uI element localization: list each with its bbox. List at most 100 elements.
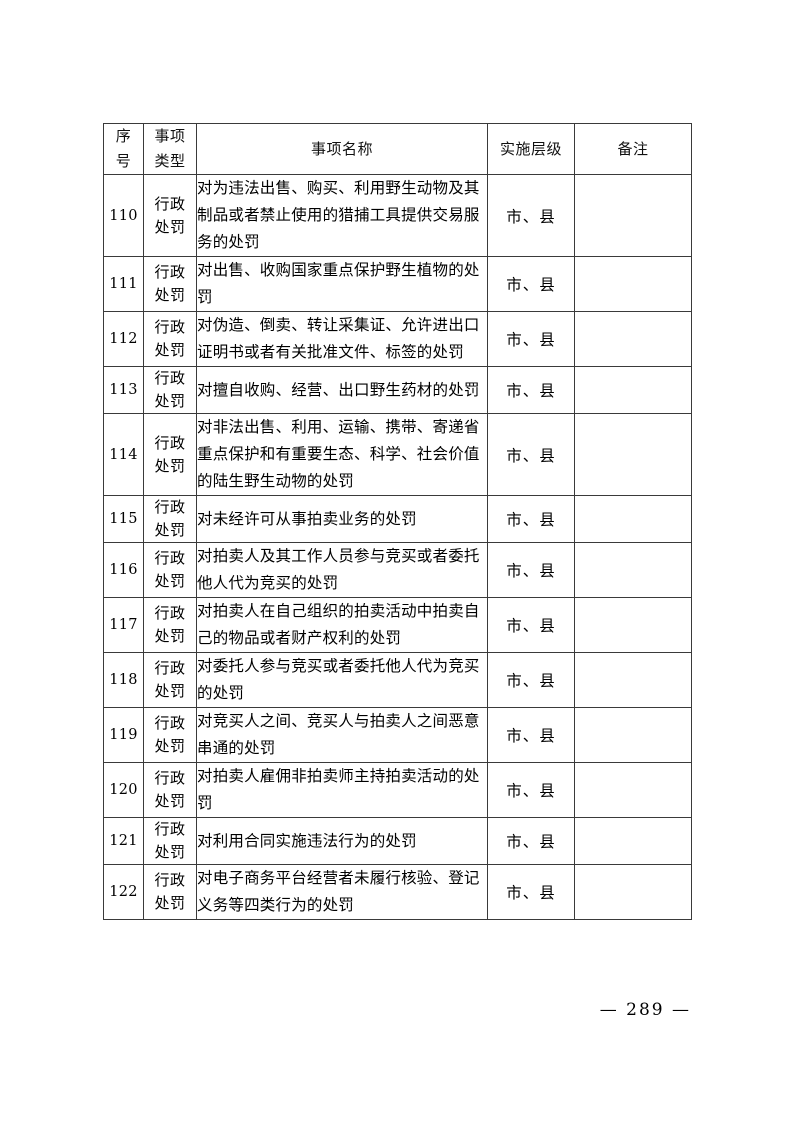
cell-sequence-number: 114 — [103, 413, 144, 496]
cell-sequence-number: 111 — [103, 256, 144, 312]
cell-item-type-line-1: 行政 — [154, 820, 186, 838]
table-row: 117 行政 处罚 对拍卖人在自己组织的拍卖活动中拍卖自己的物品或者财产权利的处罚 市、… — [103, 597, 692, 653]
cell-sequence-number: 118 — [103, 652, 144, 708]
cell-item-type-line-1: 行政 — [154, 194, 186, 213]
cell-implementation-level: 市、县 — [487, 366, 575, 414]
cell-item-name: 对电子商务平台经营者未履行核验、登记义务等四类行为的处罚 — [196, 864, 488, 920]
table-row: 122 行政 处罚 对电子商务平台经营者未履行核验、登记义务等四类行为的处罚 市、县 — [103, 864, 692, 920]
cell-item-type-line-2: 处罚 — [154, 286, 186, 304]
cell-sequence-number: 122 — [103, 864, 144, 920]
column-header-name: 事项名称 — [196, 123, 488, 175]
cell-item-type: 行政 处罚 — [143, 597, 197, 653]
cell-sequence-number: 117 — [103, 597, 144, 653]
cell-item-name: 对拍卖人在自己组织的拍卖活动中拍卖自己的物品或者财产权利的处罚 — [196, 597, 488, 653]
column-header-seq: 序 号 — [103, 123, 144, 175]
cell-item-type-line-2: 处罚 — [154, 456, 186, 475]
cell-item-type-line-2: 处罚 — [154, 217, 186, 236]
cell-item-type-line-2: 处罚 — [154, 627, 186, 645]
cell-remark — [574, 707, 692, 763]
cell-implementation-level: 市、县 — [487, 597, 575, 653]
cell-implementation-level: 市、县 — [487, 707, 575, 763]
column-header-type: 事项 类型 — [143, 123, 197, 175]
cell-item-name: 对利用合同实施违法行为的处罚 — [196, 817, 488, 865]
column-header-seq-line-1: 序 — [115, 127, 132, 145]
table-header-row: 序 号 事项 类型 事项名称 实施层级 备注 — [103, 123, 692, 175]
table-row: 121 行政 处罚 对利用合同实施违法行为的处罚 市、县 — [103, 817, 692, 865]
cell-sequence-number: 120 — [103, 762, 144, 818]
table-row: 113 行政 处罚 对擅自收购、经营、出口野生药材的处罚 市、县 — [103, 366, 692, 414]
table-row: 112 行政 处罚 对伪造、倒卖、转让采集证、允许进出口证明书或者有关批准文件、标签的… — [103, 311, 692, 367]
cell-item-type: 行政 处罚 — [143, 174, 197, 257]
cell-item-name: 对委托人参与竞买或者委托他人代为竞买的处罚 — [196, 652, 488, 708]
cell-remark — [574, 817, 692, 865]
table-row: 116 行政 处罚 对拍卖人及其工作人员参与竞买或者委托他人代为竞买的处罚 市、县 — [103, 542, 692, 598]
cell-item-type: 行政 处罚 — [143, 652, 197, 708]
cell-item-name: 对未经许可从事拍卖业务的处罚 — [196, 495, 488, 543]
cell-item-type-line-2: 处罚 — [154, 341, 186, 359]
cell-remark — [574, 256, 692, 312]
administrative-penalty-catalog-table: 序 号 事项 类型 事项名称 实施层级 备注 110 行政 处罚 对为违法出售、购买、… — [103, 123, 692, 920]
cell-implementation-level: 市、县 — [487, 256, 575, 312]
cell-sequence-number: 112 — [103, 311, 144, 367]
cell-implementation-level: 市、县 — [487, 413, 575, 496]
cell-implementation-level: 市、县 — [487, 864, 575, 920]
cell-item-name: 对伪造、倒卖、转让采集证、允许进出口证明书或者有关批准文件、标签的处罚 — [196, 311, 488, 367]
cell-implementation-level: 市、县 — [487, 174, 575, 257]
cell-remark — [574, 542, 692, 598]
table-row: 120 行政 处罚 对拍卖人雇佣非拍卖师主持拍卖活动的处罚 市、县 — [103, 762, 692, 818]
column-header-type-line-2: 类型 — [154, 152, 186, 170]
cell-remark — [574, 366, 692, 414]
cell-item-type-line-2: 处罚 — [154, 737, 186, 755]
cell-item-name: 对出售、收购国家重点保护野生植物的处罚 — [196, 256, 488, 312]
cell-item-type: 行政 处罚 — [143, 311, 197, 367]
cell-sequence-number: 115 — [103, 495, 144, 543]
cell-item-name: 对拍卖人雇佣非拍卖师主持拍卖活动的处罚 — [196, 762, 488, 818]
page-number: — 289 — — [599, 1000, 691, 1020]
cell-implementation-level: 市、县 — [487, 762, 575, 818]
cell-item-type: 行政 处罚 — [143, 366, 197, 414]
cell-implementation-level: 市、县 — [487, 495, 575, 543]
cell-sequence-number: 121 — [103, 817, 144, 865]
column-header-remark: 备注 — [574, 123, 692, 175]
cell-item-type-line-1: 行政 — [154, 318, 186, 336]
cell-item-type-line-2: 处罚 — [154, 894, 186, 912]
cell-remark — [574, 597, 692, 653]
table-body: 110 行政 处罚 对为违法出售、购买、利用野生动物及其制品或者禁止使用的猎捕工具提供… — [103, 174, 692, 920]
cell-item-type-line-1: 行政 — [154, 769, 186, 787]
cell-item-type-line-2: 处罚 — [154, 572, 186, 590]
table-row: 115 行政 处罚 对未经许可从事拍卖业务的处罚 市、县 — [103, 495, 692, 543]
cell-item-name: 对竞买人之间、竞买人与拍卖人之间恶意串通的处罚 — [196, 707, 488, 763]
cell-remark — [574, 311, 692, 367]
cell-implementation-level: 市、县 — [487, 542, 575, 598]
table-row: 119 行政处罚 对竞买人之间、竞买人与拍卖人之间恶意串通的处罚 市、县 — [103, 707, 692, 763]
cell-remark — [574, 413, 692, 496]
cell-item-type-line-1: 行政 — [154, 604, 186, 622]
table-header: 序 号 事项 类型 事项名称 实施层级 备注 — [103, 123, 692, 175]
cell-item-type-line-1: 行政 — [154, 263, 186, 281]
column-header-level: 实施层级 — [487, 123, 575, 175]
cell-item-type: 行政 处罚 — [143, 864, 197, 920]
column-header-type-line-1: 事项 — [154, 127, 186, 145]
cell-item-type-line-2: 处罚 — [154, 682, 186, 700]
page-footer: — 289 — — [0, 1000, 691, 1020]
cell-item-name: 对拍卖人及其工作人员参与竞买或者委托他人代为竞买的处罚 — [196, 542, 488, 598]
cell-item-type: 行政 处罚 — [143, 256, 197, 312]
cell-item-type: 行政 处罚 — [143, 413, 197, 496]
cell-sequence-number: 116 — [103, 542, 144, 598]
cell-remark — [574, 864, 692, 920]
cell-item-type-line-1: 行政 — [154, 549, 186, 567]
cell-item-type: 行政 处罚 — [143, 495, 197, 543]
cell-sequence-number: 119 — [103, 707, 144, 763]
table-row: 114 行政 处罚 对非法出售、利用、运输、携带、寄递省重点保护和有重要生态、科学、社… — [103, 413, 692, 496]
cell-item-type-line-1: 行政 — [154, 714, 186, 732]
table-row: 110 行政 处罚 对为违法出售、购买、利用野生动物及其制品或者禁止使用的猎捕工具提供… — [103, 174, 692, 257]
cell-implementation-level: 市、县 — [487, 311, 575, 367]
cell-item-type: 行政 处罚 — [143, 762, 197, 818]
cell-item-type-line-1: 行政 — [154, 498, 186, 516]
cell-item-name: 对非法出售、利用、运输、携带、寄递省重点保护和有重要生态、科学、社会价值的陆生野… — [196, 413, 488, 496]
table-row: 111 行政 处罚 对出售、收购国家重点保护野生植物的处罚 市、县 — [103, 256, 692, 312]
cell-item-name: 对擅自收购、经营、出口野生药材的处罚 — [196, 366, 488, 414]
cell-remark — [574, 174, 692, 257]
cell-item-type: 行政 处罚 — [143, 542, 197, 598]
